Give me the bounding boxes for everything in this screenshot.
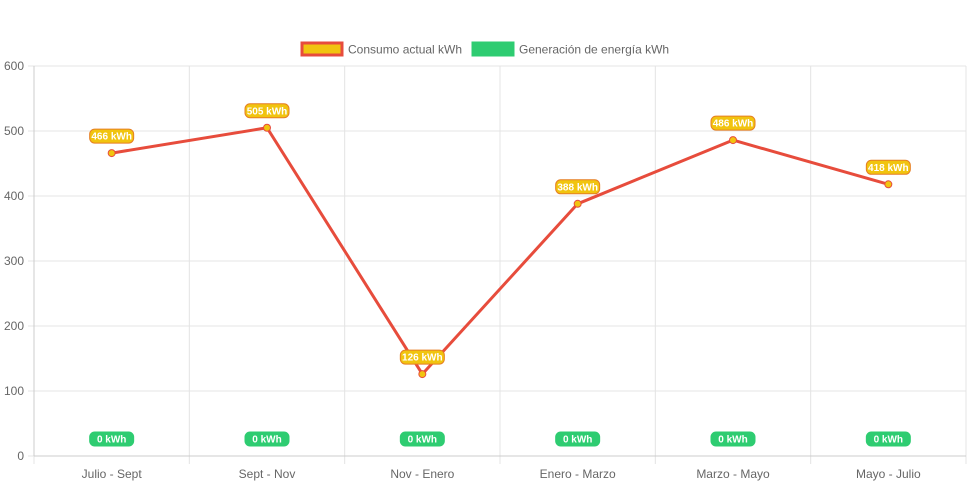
x-tick-label: Mayo - Julio	[856, 467, 921, 481]
legend-label-generacion: Generación de energía kWh	[519, 43, 669, 57]
y-tick-label: 100	[4, 384, 24, 398]
data-label-bg	[244, 431, 290, 447]
data-point-consumo	[418, 370, 427, 379]
data-label-bg	[710, 431, 756, 447]
data-label: 0 kWh	[97, 435, 126, 446]
x-axis: Julio - Sept Sept - Nov Nov - Enero Enero -…	[34, 455, 966, 481]
data-label: 505 kWh	[247, 106, 288, 117]
grid-lines	[28, 65, 967, 464]
legend: Consumo actual kWh Generación de energía…	[300, 41, 669, 57]
legend-swatch-generacion	[471, 41, 515, 57]
data-label: 418 kWh	[868, 163, 909, 174]
legend-item-consumo[interactable]: Consumo actual kWh	[300, 41, 462, 57]
y-tick-label: 200	[4, 319, 24, 333]
data-point-consumo	[263, 123, 271, 132]
y-tick-label: 300	[4, 254, 24, 268]
data-label: 466 kWh	[91, 132, 132, 143]
data-label-bg	[399, 431, 445, 447]
data-point-consumo	[729, 136, 737, 145]
data-label-bg	[865, 159, 911, 175]
x-tick-label: Sept - Nov	[239, 467, 296, 481]
data-label-bg	[399, 349, 445, 365]
y-axis: 0 100 200 300 400 500 600	[4, 59, 35, 463]
data-label-bg	[244, 103, 290, 119]
data-label-bg	[89, 128, 135, 144]
data-point-consumo	[107, 149, 116, 158]
x-tick-label: Marzo - Mayo	[696, 467, 770, 481]
x-tick-label: Julio - Sept	[82, 467, 143, 481]
data-label-bg	[555, 431, 601, 447]
data-label: 0 kWh	[408, 435, 437, 446]
data-label: 0 kWh	[563, 435, 592, 446]
data-label: 0 kWh	[252, 435, 281, 446]
y-tick-label: 600	[4, 59, 24, 73]
data-label-bg	[89, 431, 135, 447]
data-label: 486 kWh	[713, 119, 754, 130]
data-label: 0 kWh	[718, 435, 747, 446]
legend-item-generacion[interactable]: Generación de energía kWh	[471, 41, 669, 57]
data-label: 388 kWh	[557, 182, 598, 193]
legend-swatch-consumo	[300, 41, 344, 57]
data-label-bg	[710, 115, 756, 131]
data-label-bg	[555, 179, 601, 195]
data-label: 0 kWh	[874, 435, 903, 446]
y-tick-label: 400	[4, 189, 24, 203]
legend-label-consumo: Consumo actual kWh	[348, 43, 462, 57]
data-point-consumo	[884, 180, 893, 189]
series-line-consumo	[111, 126, 889, 376]
y-tick-label: 0	[17, 449, 24, 463]
x-tick-label: Enero - Marzo	[540, 467, 616, 481]
x-tick-label: Nov - Enero	[390, 467, 454, 481]
y-tick-label: 500	[4, 124, 24, 138]
data-label: 126 kWh	[402, 353, 443, 364]
data-point-consumo	[573, 199, 582, 208]
data-label-bg	[865, 431, 911, 447]
data-labels: 466 kWh 505 kWh 126 kWh 388 kWh 486 kWh 418 k…	[89, 103, 911, 447]
series-layer	[107, 123, 893, 379]
